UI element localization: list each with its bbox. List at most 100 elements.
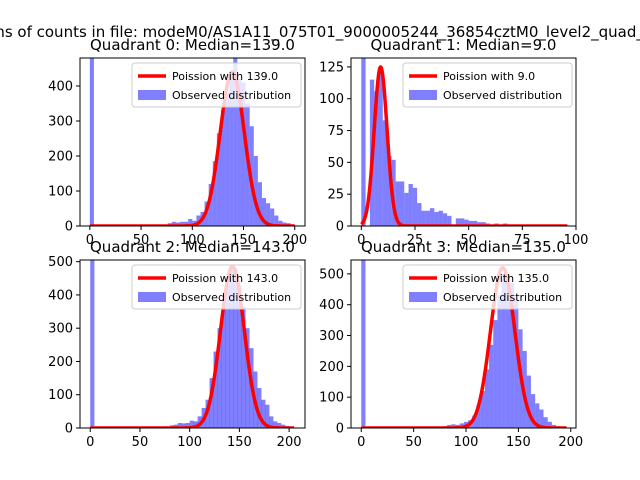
y-tick-label: 50 — [327, 156, 344, 171]
histogram-bar — [438, 210, 443, 226]
quadrant-title: Quadrant 2: Median=143.0 — [90, 238, 295, 256]
histogram-bar — [237, 79, 242, 226]
histogram-bar — [442, 213, 448, 226]
x-tick-label: 0 — [86, 435, 94, 450]
histogram-bar — [225, 284, 230, 428]
histogram-bar — [510, 283, 515, 428]
legend: Poission with 139.0 Observed distribution — [131, 62, 302, 108]
legend: Poission with 143.0 Observed distribution — [131, 264, 302, 310]
histogram-bar — [484, 369, 490, 428]
histogram-bar — [505, 273, 511, 428]
quadrant-title: Quadrant 1: Median=9.0 — [371, 36, 557, 54]
y-tick-label: 0 — [65, 220, 73, 235]
y-tick-label: 0 — [336, 220, 344, 235]
y-tick-label: 100 — [319, 92, 344, 107]
x-tick-label: 150 — [506, 435, 531, 450]
legend-observed-label: Observed distribution — [172, 291, 291, 304]
histogram-bar — [447, 215, 452, 226]
y-tick-label: 500 — [319, 267, 344, 282]
x-tick-label: 50 — [133, 233, 150, 248]
histogram-bar — [257, 388, 262, 428]
histogram-bar — [229, 264, 234, 428]
histogram-bar — [185, 423, 190, 428]
histogram-bar — [361, 260, 366, 428]
histogram-bar — [425, 210, 431, 226]
axes-frame — [79, 259, 306, 429]
quadrant-1-panel: 0 25 50 75 100 0 25 50 75 100 125 Quadrant 1: Media… — [319, 36, 588, 248]
histogram-bar — [477, 222, 482, 226]
histogram-bar — [481, 222, 486, 226]
poisson-curve — [89, 264, 296, 428]
y-tick-label: 100 — [319, 391, 344, 406]
y-tick-label: 300 — [319, 329, 344, 344]
histogram-bar — [245, 328, 250, 428]
histogram-bar — [213, 351, 218, 428]
plot-area — [88, 58, 296, 226]
x-tick-label: 200 — [277, 435, 302, 450]
histogram-bar — [171, 221, 176, 226]
histogram-bar — [241, 82, 246, 226]
y-tick-label: 300 — [48, 115, 73, 130]
legend-box — [131, 264, 302, 310]
histogram-bar — [468, 220, 473, 226]
histogram-bar — [404, 192, 409, 226]
histogram-bar — [269, 416, 274, 428]
histogram-bar — [493, 320, 498, 428]
y-tick-label: 400 — [48, 80, 73, 95]
x-tick-label: 0 — [86, 233, 94, 248]
x-tick-label: 200 — [282, 233, 307, 248]
histogram-bar — [464, 219, 469, 226]
legend-observed-label: Observed distribution — [443, 89, 562, 102]
histogram-bar — [476, 404, 481, 428]
histogram-bar — [455, 218, 461, 226]
x-tick-label: 100 — [177, 435, 202, 450]
histogram-bar — [408, 184, 413, 226]
legend-poisson-label: Poission with 143.0 — [172, 272, 278, 285]
histogram-bar — [374, 91, 379, 226]
histogram-bar — [261, 399, 266, 428]
histogram-bar — [514, 298, 519, 428]
histogram-bar — [489, 344, 494, 428]
histogram-bar — [387, 156, 392, 226]
quadrant-3-panel: 0 50 100 150 200 0 100 200 300 400 500 Quadrant 3: … — [319, 238, 583, 450]
x-tick-label: 150 — [227, 435, 252, 450]
legend-observed-swatch — [409, 292, 437, 302]
histogram-bar — [547, 421, 552, 428]
x-tick-label: 75 — [514, 233, 531, 248]
x-tick-label: 50 — [132, 435, 149, 450]
histogram-bar — [273, 421, 278, 428]
histogram-bar — [189, 420, 194, 428]
y-tick-label: 25 — [327, 188, 344, 203]
x-tick-label: 100 — [564, 233, 589, 248]
y-tick-label: 125 — [319, 60, 344, 75]
poisson-curve — [360, 65, 569, 226]
histogram-bar — [90, 260, 95, 428]
legend-observed-swatch — [138, 90, 166, 100]
y-tick-label: 400 — [48, 288, 73, 303]
x-tick-label: 50 — [460, 233, 477, 248]
histogram-bar — [434, 212, 439, 226]
histogram-bar — [212, 161, 217, 226]
histogram-bar — [237, 284, 242, 428]
legend-box — [131, 62, 302, 108]
legend-observed-swatch — [409, 90, 437, 100]
y-tick-label: 200 — [48, 355, 73, 370]
histogram-bar — [229, 75, 234, 226]
histogram-bar — [451, 424, 456, 428]
poisson-curve — [88, 70, 296, 226]
histogram-bar — [472, 220, 478, 226]
histogram-bar — [421, 210, 426, 226]
legend-poisson-label: Poission with 135.0 — [443, 272, 549, 285]
histogram-bar — [261, 198, 267, 226]
plot-area — [89, 260, 296, 428]
x-tick-label: 50 — [405, 435, 422, 450]
legend-poisson-label: Poission with 139.0 — [172, 70, 278, 83]
axes-frame — [350, 259, 577, 429]
histogram-bar — [233, 58, 238, 226]
histogram-bar — [530, 394, 536, 428]
histogram-bar — [89, 58, 94, 226]
histogram-bar — [539, 409, 544, 428]
quadrant-title: Quadrant 3: Median=135.0 — [361, 238, 566, 256]
legend-observed-label: Observed distribution — [172, 89, 291, 102]
histogram-bar — [209, 378, 214, 428]
